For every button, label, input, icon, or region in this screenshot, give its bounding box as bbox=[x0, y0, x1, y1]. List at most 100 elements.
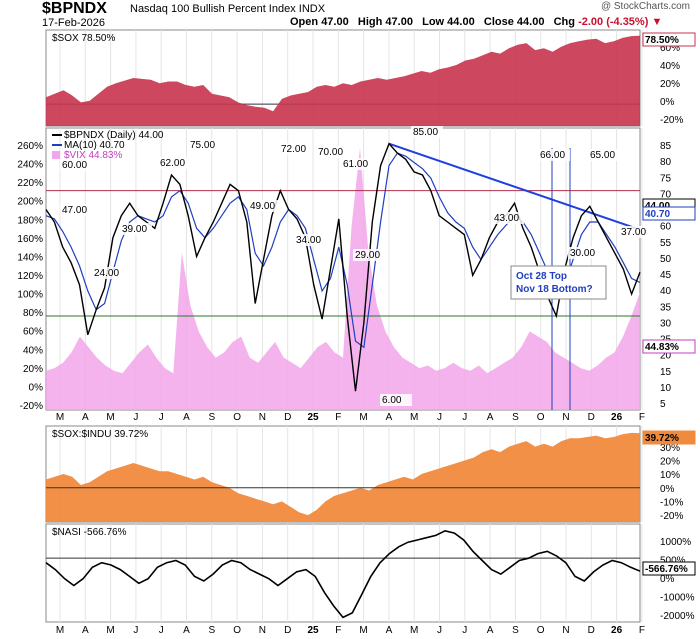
bpndx-left-tick-label: 140% bbox=[17, 252, 43, 263]
x-axis-label: N bbox=[562, 412, 569, 423]
data-label-bg bbox=[538, 149, 570, 161]
bpndx-data-label: 62.00 bbox=[160, 158, 185, 169]
sox-indu-axis-tick-label: -20% bbox=[660, 511, 683, 522]
nasi-axis-tick-label: -2000% bbox=[660, 611, 695, 622]
bpndx-right-axis-tick-label: 75 bbox=[660, 173, 672, 184]
sox-axis-tick-label: 20% bbox=[660, 79, 680, 90]
sox-indu-axis-tick-label: 10% bbox=[660, 470, 680, 481]
open-label: Open bbox=[290, 16, 319, 28]
sox-indu-axis-tick-label: -10% bbox=[660, 497, 683, 508]
x-axis-label: D bbox=[588, 412, 595, 423]
bpndx-left-tick-label: 0% bbox=[29, 382, 44, 393]
bpndx-data-label: 70.00 bbox=[318, 147, 343, 158]
x-axis-label: N bbox=[259, 412, 266, 423]
nasi-axis-tick-label: -1000% bbox=[660, 593, 695, 604]
ohlc-readout: Open 47.00 High 47.00 Low 44.00 Close 44… bbox=[290, 16, 662, 28]
bpndx-left-tick-label: 80% bbox=[23, 308, 43, 319]
vix-legend: $VIX 44.83% bbox=[64, 150, 122, 161]
bpndx-left-tick-label: 240% bbox=[17, 160, 43, 171]
bpndx-right-axis-tick-label: 60 bbox=[660, 222, 672, 233]
x-axis-label: F bbox=[639, 412, 645, 423]
bpndx-data-label: 61.00 bbox=[343, 159, 368, 170]
open-value: 47.00 bbox=[321, 16, 349, 28]
bpndx-data-label: 37.00 bbox=[621, 227, 646, 238]
x-axis-label-bottom: J bbox=[462, 625, 467, 636]
bpndx-right-axis-tick-label: 70 bbox=[660, 189, 672, 200]
sox-indu-legend: $SOX:$INDU 39.72% bbox=[52, 429, 148, 440]
x-axis-label-bottom: F bbox=[335, 625, 341, 636]
bpndx-data-label: 65.00 bbox=[590, 150, 615, 161]
high-label: High bbox=[357, 16, 383, 28]
bpndx-data-label: 43.00 bbox=[494, 213, 519, 224]
x-axis-label-bottom: N bbox=[259, 625, 266, 636]
bpndx-left-tick-label: 160% bbox=[17, 234, 43, 245]
nasi-panel-frame bbox=[45, 523, 641, 623]
annotation-text: Oct 28 Top bbox=[516, 271, 567, 282]
ma10-last-value-box bbox=[642, 206, 696, 221]
data-label-bg bbox=[60, 159, 92, 171]
x-axis-label-bottom: F bbox=[639, 625, 645, 636]
chart-date: 17-Feb-2026 bbox=[42, 17, 105, 29]
nasi-axis-tick-label: 0% bbox=[660, 574, 675, 585]
sox-indu-axis-tick-label: 20% bbox=[660, 457, 680, 468]
annotation-text: Nov 18 Bottom? bbox=[516, 284, 593, 295]
x-axis-label: J bbox=[133, 412, 138, 423]
close-label: Close bbox=[483, 16, 514, 28]
bpndx-legend: $BPNDX (Daily) 44.00 bbox=[64, 130, 164, 141]
data-label-bg bbox=[279, 143, 311, 155]
x-axis-label-bottom: J bbox=[133, 625, 138, 636]
index-name: Nasdaq 100 Bullish Percent Index bbox=[130, 3, 296, 15]
vix-last-value-box bbox=[642, 339, 696, 354]
bpndx-data-label: 39.00 bbox=[122, 224, 147, 235]
bpndx-data-label: 47.00 bbox=[62, 205, 87, 216]
bpndx-data-label: 85.00 bbox=[413, 127, 438, 138]
sox-axis-tick-label: 60% bbox=[660, 43, 680, 54]
x-axis-label: O bbox=[537, 412, 545, 423]
sox-last-value-box bbox=[642, 32, 696, 47]
sox-area bbox=[46, 35, 640, 127]
x-axis-label-bottom: J bbox=[159, 625, 164, 636]
chart-title: Nasdaq 100 Bullish Percent Index INDX bbox=[130, 3, 325, 15]
bpndx-data-label: 6.00 bbox=[382, 395, 402, 406]
bpndx-data-label: 49.00 bbox=[250, 201, 275, 212]
bpndx-left-tick-label: 200% bbox=[17, 197, 43, 208]
x-axis-label-bottom: N bbox=[562, 625, 569, 636]
data-label-bg bbox=[341, 158, 373, 170]
bpndx-right-axis-tick-label: 80 bbox=[660, 157, 672, 168]
nasi-axis-tick-label: 1000% bbox=[660, 537, 691, 548]
nasi-last-value-box bbox=[642, 561, 696, 576]
bpndx-data-label: 24.00 bbox=[94, 268, 119, 279]
x-axis-label: M bbox=[56, 412, 64, 423]
x-axis-label: J bbox=[159, 412, 164, 423]
x-axis-label-bottom: J bbox=[437, 625, 442, 636]
bpndx-data-label: 34.00 bbox=[296, 235, 321, 246]
x-axis-label: M bbox=[359, 412, 367, 423]
sox-indu-area bbox=[46, 432, 640, 522]
data-label-bg bbox=[619, 226, 651, 238]
bpndx-left-tick-label: 20% bbox=[23, 364, 43, 375]
data-label-bg bbox=[316, 146, 348, 158]
vix-area bbox=[46, 148, 640, 410]
x-axis-label-bottom: 26 bbox=[611, 625, 623, 636]
x-axis-label: S bbox=[512, 412, 519, 423]
bpndx-left-tick-label: 40% bbox=[23, 345, 43, 356]
bpndx-left-tick-label: -20% bbox=[20, 401, 43, 412]
bpndx-data-label: 72.00 bbox=[281, 144, 306, 155]
close-value: 44.00 bbox=[516, 16, 545, 28]
x-axis-label-bottom: D bbox=[588, 625, 595, 636]
chart-symbol: $BPNDX bbox=[42, 0, 107, 17]
x-axis-label-bottom: S bbox=[512, 625, 519, 636]
data-label-bg bbox=[380, 394, 412, 406]
data-label-bg bbox=[353, 249, 385, 261]
bpndx-right-axis-tick-label: 35 bbox=[660, 302, 672, 313]
sox-indu-axis-tick-label: 30% bbox=[660, 443, 680, 454]
vix-legend-swatch bbox=[52, 151, 60, 159]
down-triangle-icon: ▼ bbox=[651, 16, 663, 28]
bpndx-right-axis-tick-label: 55 bbox=[660, 238, 672, 249]
ma10-last-value-label: 40.70 bbox=[645, 209, 670, 220]
x-axis-label: 25 bbox=[307, 412, 319, 423]
sox-indu-last-value-label: 39.72% bbox=[645, 433, 679, 444]
nasi-last-value-label: -566.76% bbox=[645, 564, 688, 575]
vix-last-value-label: 44.83% bbox=[645, 342, 679, 353]
sox-indu-last-value-box bbox=[642, 430, 696, 445]
